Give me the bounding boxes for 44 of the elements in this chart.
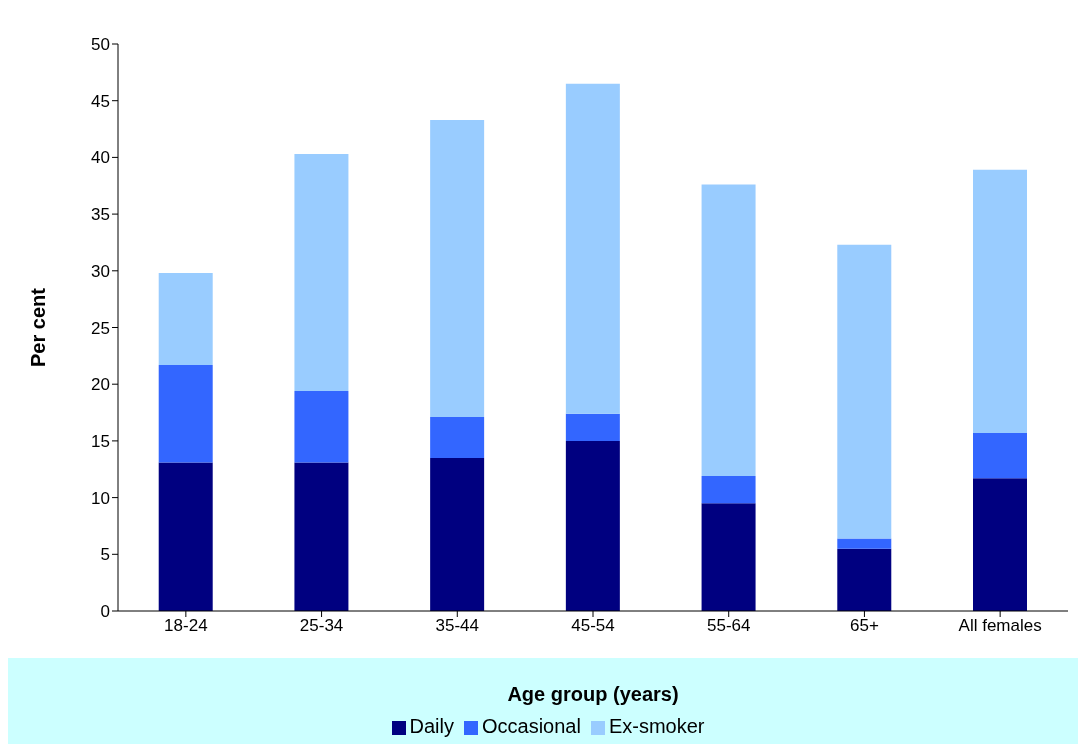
y-tick-label: 0	[100, 602, 110, 622]
bar	[294, 462, 349, 611]
legend-label: Ex-smoker	[608, 715, 705, 737]
bar	[701, 476, 756, 504]
bar	[565, 83, 620, 414]
legend-label: Daily	[409, 715, 454, 737]
bar	[701, 184, 756, 477]
x-axis-title: Age group (years)	[507, 683, 679, 705]
bar	[973, 432, 1027, 479]
bar	[158, 364, 213, 463]
y-axis-title: Per cent	[27, 287, 50, 367]
bar	[837, 244, 892, 539]
x-tick-label: 18-24	[164, 616, 208, 636]
bar	[565, 440, 620, 611]
bar	[837, 538, 892, 549]
bar	[837, 548, 892, 611]
bar	[973, 169, 1027, 433]
bar	[701, 503, 756, 611]
x-tick-label: 45-54	[571, 616, 615, 636]
y-tick-label: 45	[91, 91, 110, 111]
legend-label: Occasional	[481, 715, 581, 737]
x-tick-label: 35-44	[435, 616, 480, 636]
bar	[565, 413, 620, 441]
y-tick-label: 30	[91, 261, 110, 281]
y-tick-label: 25	[91, 318, 110, 338]
y-tick-label: 50	[91, 35, 110, 55]
bar	[430, 119, 485, 418]
y-tick-label: 10	[91, 488, 110, 508]
y-tick-label: 5	[100, 545, 110, 565]
y-tick-label: 40	[91, 148, 110, 168]
x-tick-label: 65+	[850, 616, 879, 636]
y-tick-label: 35	[91, 205, 110, 225]
bar	[430, 417, 485, 458]
x-tick-label: All females	[958, 616, 1042, 636]
bar	[158, 462, 213, 611]
bar	[430, 457, 485, 611]
bar	[294, 391, 349, 463]
bar	[158, 273, 213, 365]
y-tick-label: 20	[91, 375, 110, 395]
bar	[973, 478, 1027, 611]
x-tick-label: 55-64	[706, 616, 751, 636]
y-tick-label: 15	[91, 431, 110, 451]
bar	[294, 154, 349, 391]
x-tick-label: 25-34	[299, 616, 344, 636]
